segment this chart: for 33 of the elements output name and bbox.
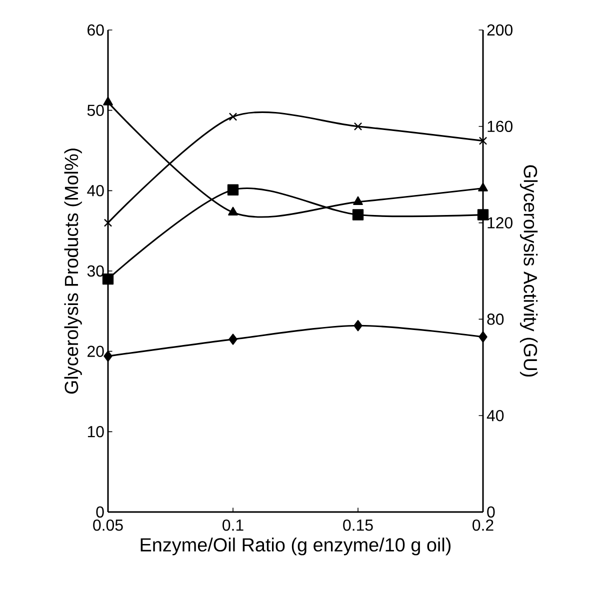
point [228,206,238,216]
y2-tick-label: 200 [487,24,512,36]
point [353,196,363,205]
point [354,320,362,332]
x-tick-label: 0.2 [472,520,494,531]
y-tick-label: 0 [96,506,104,518]
point [352,209,364,220]
y2-tick-label: 120 [488,217,512,228]
point [354,122,362,131]
x-tick-label: 0.1 [222,520,244,531]
x-axis-title: Enzyme/Oil Ratio (g enzyme/10 g oil) [140,538,450,556]
y2-tick-label: 40 [486,410,504,422]
y2-tick-label: 0 [487,506,495,518]
x-tick-label: 0.15 [343,520,373,531]
point [228,112,238,121]
y-tick-label: 40 [87,185,104,196]
y-tick-label: 10 [88,426,104,438]
point [102,273,114,285]
point [103,96,113,106]
y-tick-label: 50 [87,104,104,116]
y-tick-label: 30 [87,265,104,277]
x-tick-label: 0.05 [93,520,123,531]
y-tick-label: 60 [88,24,104,36]
point [104,218,112,227]
y2-tick-label: 160 [488,120,512,132]
y2-axis-title: Glycerolysis Activity (GU) [520,165,538,377]
y2-tick-label: 80 [487,314,504,325]
point [228,334,238,345]
point [478,136,488,145]
y-tick-label: 20 [88,346,104,357]
point [227,184,239,196]
y-axis-title: Glycerolysis Products (Mol%) [64,148,82,394]
point [104,350,112,362]
